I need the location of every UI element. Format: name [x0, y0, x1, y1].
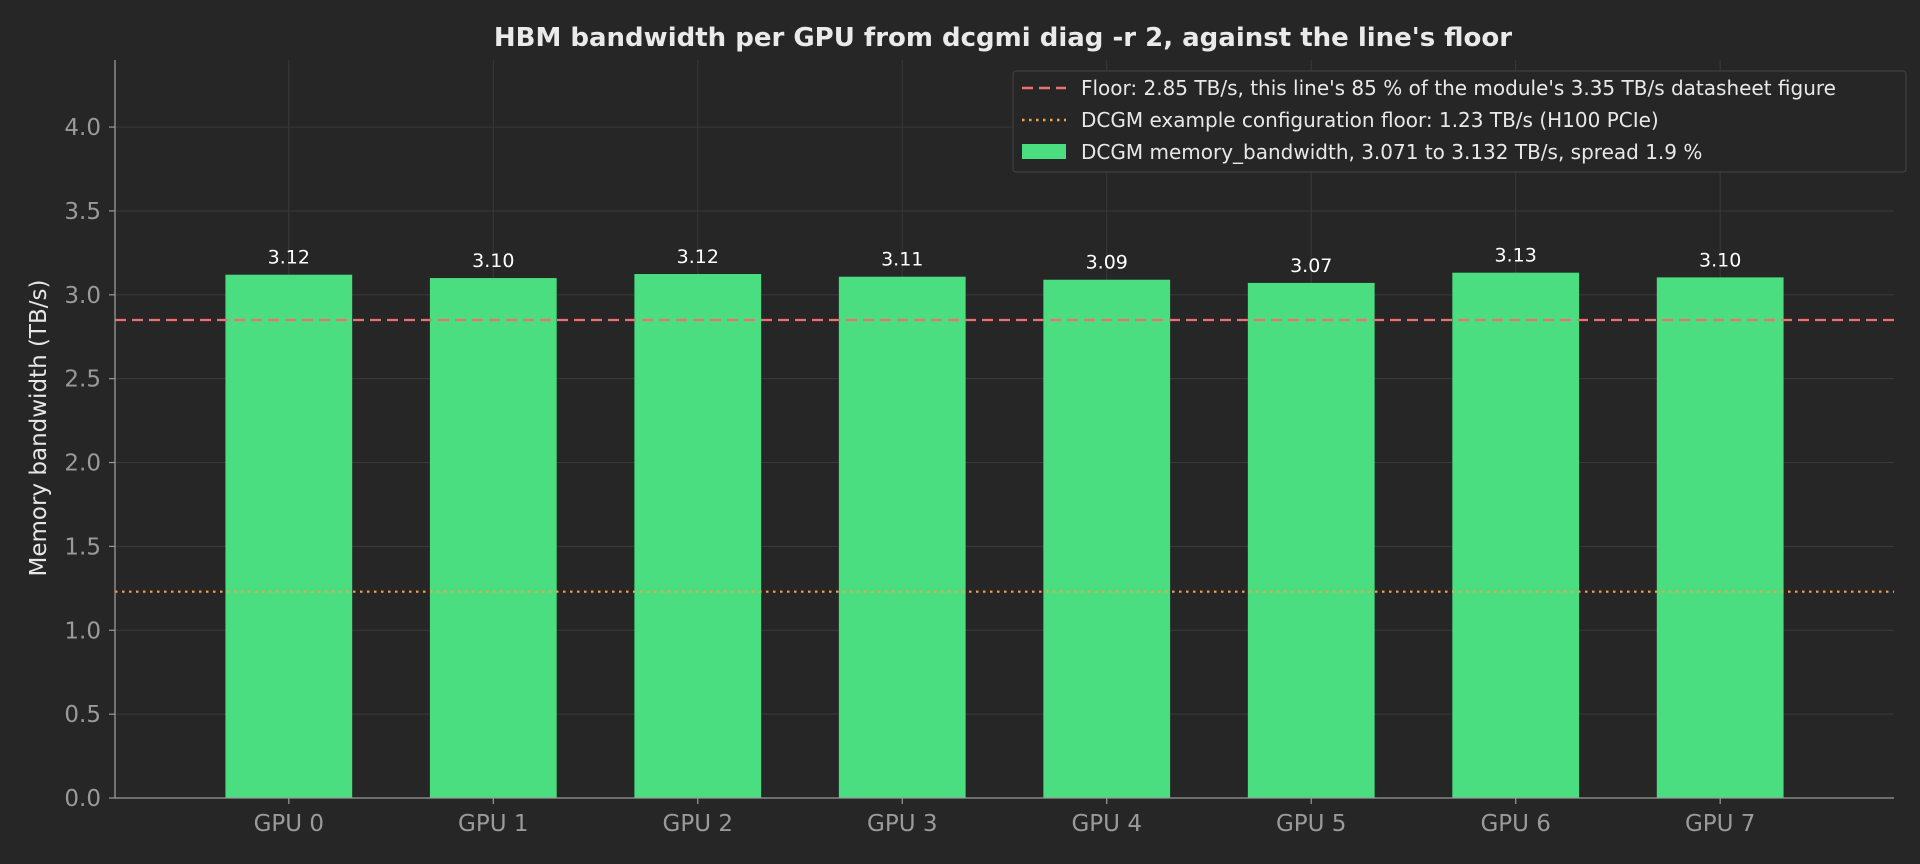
- bar-value-label: 3.09: [1086, 252, 1128, 274]
- bar-gpu-7: [1656, 277, 1784, 799]
- y-tick-label: 2.5: [64, 367, 101, 393]
- bar-value-label: 3.10: [1699, 249, 1741, 271]
- y-tick-label: 3.0: [64, 283, 101, 309]
- bar-gpu-0: [225, 274, 353, 798]
- bar-value-label: 3.12: [268, 247, 310, 269]
- legend: Floor: 2.85 TB/s, this line's 85 % of th…: [1012, 70, 1907, 173]
- bar-value-label: 3.11: [881, 249, 923, 271]
- axes: 0.0 0.5 1.0 1.5 2.0 2.5 3.0 3.5 4.0 GPU 0 GPU 1 GPU…: [64, 60, 1894, 837]
- bars: 3.12 3.10 3.12 3.11 3.09 3.07 3.13 3.10: [225, 245, 1784, 799]
- bar-value-label: 3.13: [1495, 245, 1537, 267]
- y-tick-label: 0.0: [64, 786, 101, 812]
- y-tick-label: 1.5: [64, 534, 101, 560]
- x-tick-label: GPU 6: [1480, 811, 1550, 837]
- y-tick-label: 4.0: [64, 115, 101, 141]
- bar-value-label: 3.10: [472, 250, 514, 272]
- chart-title: HBM bandwidth per GPU from dcgmi diag -r…: [494, 23, 1512, 53]
- x-tick-label: GPU 2: [663, 811, 733, 837]
- bar-gpu-2: [634, 274, 762, 798]
- y-tick-label: 0.5: [64, 702, 101, 728]
- legend-label-floor: Floor: 2.85 TB/s, this line's 85 % of th…: [1081, 76, 1836, 100]
- y-tick-label: 3.5: [64, 199, 101, 225]
- legend-label-bandwidth: DCGM memory_bandwidth, 3.071 to 3.132 TB…: [1081, 140, 1702, 164]
- legend-label-dcgm-floor: DCGM example configuration floor: 1.23 T…: [1081, 108, 1659, 132]
- reference-lines: [115, 318, 1894, 593]
- bar-gpu-1: [429, 278, 557, 799]
- bar-gpu-4: [1043, 279, 1171, 798]
- x-tick-label: GPU 7: [1685, 811, 1755, 837]
- bar-value-label: 3.12: [677, 246, 719, 268]
- bar-value-label: 3.07: [1290, 255, 1332, 277]
- legend-swatch-bandwidth: [1022, 144, 1066, 159]
- bar-gpu-3: [838, 276, 966, 799]
- x-tick-label: GPU 0: [254, 811, 324, 837]
- x-tick-label: GPU 5: [1276, 811, 1346, 837]
- legend-box: [1012, 70, 1907, 173]
- y-axis-label: Memory bandwidth (TB/s): [26, 280, 52, 577]
- y-tick-label: 2.0: [64, 451, 101, 477]
- bar-gpu-6: [1452, 272, 1580, 798]
- x-tick-label: GPU 4: [1071, 811, 1141, 837]
- bar-gpu-5: [1247, 282, 1375, 798]
- x-tick-label: GPU 1: [458, 811, 528, 837]
- y-tick-label: 1.0: [64, 618, 101, 644]
- x-tick-label: GPU 3: [867, 811, 937, 837]
